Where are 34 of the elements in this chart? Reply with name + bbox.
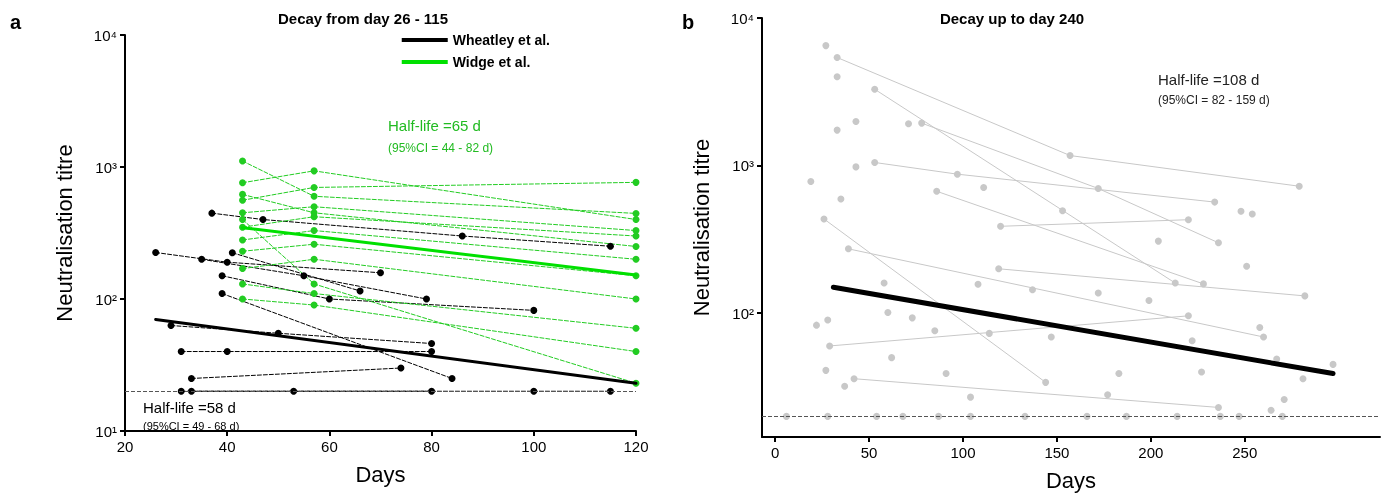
y-tick-label: 10²	[732, 304, 754, 322]
y-tick-label: 10³	[95, 158, 117, 176]
y-tick-label: 10⁴	[730, 9, 754, 27]
annotation: (95%CI = 82 - 159 d)	[1158, 93, 1270, 107]
x-tick-label: 100	[521, 438, 547, 455]
x-axis-title: Days	[1045, 467, 1097, 493]
y-tick-label: 10¹	[95, 422, 117, 440]
x-tick-label: 120	[623, 438, 649, 455]
x-tick-label: 200	[1138, 444, 1164, 461]
annotation: (95%CI = 44 - 82 d)	[388, 141, 494, 155]
legend-label: Widge et al.	[452, 54, 531, 70]
x-tick-label: 40	[218, 438, 236, 455]
x-tick-label: 0	[770, 444, 780, 461]
y-axis-title: Neutralisation titre	[688, 138, 714, 317]
y-axis-title: Neutralisation titre	[51, 144, 77, 322]
annotation: Half-life =65 d	[388, 117, 481, 134]
x-tick-label: 60	[321, 438, 338, 455]
x-axis-title: Days	[355, 461, 406, 487]
x-tick-label: 100	[950, 444, 976, 461]
annotation: Half-life =108 d	[1158, 71, 1260, 88]
x-tick-label: 80	[423, 438, 440, 455]
chart-title: Decay up to day 240	[939, 10, 1085, 27]
x-tick-label: 20	[116, 438, 134, 455]
x-tick-label: 150	[1044, 444, 1070, 461]
x-tick-label: 50	[860, 444, 878, 461]
x-tick-label: 250	[1232, 444, 1258, 461]
annotation: Half-life =58 d	[143, 399, 236, 416]
text: a	[10, 11, 22, 33]
text: b	[682, 11, 695, 33]
y-tick-label: 10²	[95, 290, 117, 308]
y-tick-label: 10⁴	[93, 26, 117, 44]
y-tick-label: 10³	[732, 157, 754, 175]
legend-label: Wheatley et al.	[452, 32, 551, 48]
chart-title: Decay from day 26 - 115	[277, 10, 449, 27]
